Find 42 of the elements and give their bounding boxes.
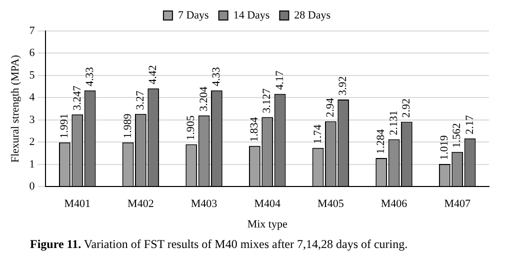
y-tick-label: 2 [29, 136, 35, 148]
y-tick-label: 6 [29, 47, 36, 60]
legend-label: 7 Days [178, 9, 209, 22]
data-label: 1.019 [438, 134, 451, 160]
data-label: 1.284 [375, 128, 388, 154]
legend-label: 14 Days [233, 9, 270, 22]
data-label: 3.127 [261, 88, 274, 114]
data-label: 2.94 [324, 98, 337, 118]
x-tick-label: M404 [254, 198, 281, 210]
data-label: 3.247 [71, 85, 84, 110]
caption: Figure 11. Variation of FST results of M40 mixes after 7,14,28 days of curing. [30, 237, 408, 252]
data-label: 3.92 [337, 76, 350, 96]
data-label: 1.562 [451, 123, 464, 148]
data-label: 4.33 [210, 66, 223, 86]
y-tick-label: 0 [29, 180, 36, 192]
x-tick-label: M402 [128, 198, 154, 210]
y-axis-title: Flexural strength (MPA) [9, 54, 22, 163]
data-label: 4.17 [274, 70, 286, 90]
x-tick-label: M406 [380, 198, 408, 210]
y-tick-label: 5 [29, 69, 36, 82]
data-label: 2.17 [464, 114, 476, 134]
data-label: 4.33 [84, 66, 96, 86]
data-label: 3.27 [134, 90, 147, 110]
data-label: 1.74 [312, 124, 324, 144]
y-tick-label: 3 [29, 114, 36, 126]
legend-label: 28 Days [294, 9, 331, 22]
x-tick-label: M403 [190, 198, 218, 210]
data-label: 1.905 [185, 115, 198, 140]
data-label: 4.42 [147, 65, 160, 84]
x-tick-label: M405 [318, 198, 344, 210]
data-label: 1.989 [122, 113, 134, 138]
x-tick-label: M407 [444, 198, 471, 210]
data-label: 2.131 [388, 110, 400, 136]
x-axis-title: Mix type [247, 218, 288, 230]
x-tick-label: M401 [64, 198, 91, 210]
data-label: 2.92 [400, 98, 413, 118]
y-tick-label: 1 [29, 158, 35, 170]
data-label: 3.204 [198, 86, 210, 112]
data-label: 1.834 [248, 116, 261, 142]
data-label: 1.991 [58, 114, 71, 138]
y-tick-label: 7 [29, 24, 36, 37]
y-tick-label: 4 [29, 92, 36, 104]
